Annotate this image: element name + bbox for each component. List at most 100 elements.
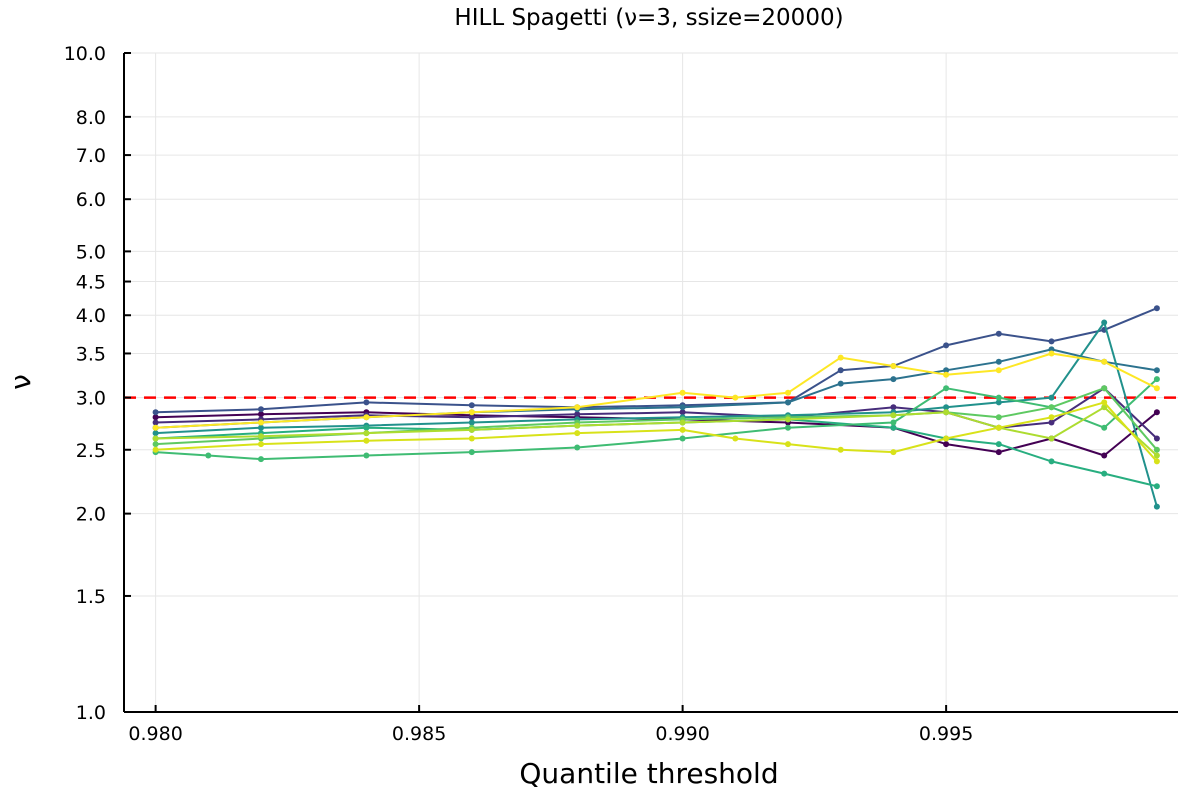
data-point bbox=[1101, 358, 1108, 365]
x-tick-label: 0.990 bbox=[655, 723, 709, 745]
data-point bbox=[1153, 367, 1160, 374]
data-point bbox=[943, 404, 950, 411]
data-point bbox=[679, 419, 686, 426]
data-point bbox=[732, 435, 739, 442]
data-point bbox=[943, 441, 950, 448]
data-point bbox=[574, 444, 581, 451]
data-point bbox=[785, 389, 791, 396]
x-axis-label: Quantile threshold bbox=[519, 757, 778, 790]
data-point bbox=[1153, 458, 1160, 465]
data-point bbox=[468, 449, 475, 456]
data-point bbox=[468, 435, 475, 442]
series-line bbox=[155, 307, 1158, 414]
data-point bbox=[1048, 435, 1055, 442]
data-point bbox=[837, 446, 844, 453]
data-point bbox=[574, 430, 581, 437]
data-point bbox=[258, 433, 264, 440]
data-point bbox=[1048, 394, 1055, 401]
y-tick-label: 2.0 bbox=[76, 504, 106, 526]
data-point bbox=[943, 409, 950, 416]
data-point bbox=[152, 446, 159, 453]
data-point bbox=[679, 426, 686, 433]
x-tick-label: 0.985 bbox=[392, 723, 446, 745]
y-tick-label: 4.5 bbox=[76, 272, 106, 294]
y-tick-label: 6.0 bbox=[76, 189, 106, 211]
chart-title: HILL Spagetti (ν=3, ssize=20000) bbox=[454, 5, 843, 31]
data-point bbox=[1153, 409, 1160, 416]
y-axis-label: ν bbox=[4, 374, 37, 390]
data-point bbox=[1101, 470, 1108, 477]
data-point bbox=[890, 376, 897, 383]
data-point bbox=[363, 430, 370, 437]
data-point bbox=[258, 406, 264, 413]
data-point bbox=[363, 437, 370, 444]
data-point bbox=[468, 414, 475, 421]
data-point bbox=[1101, 424, 1108, 431]
data-point bbox=[995, 441, 1002, 448]
data-point bbox=[785, 441, 791, 448]
data-point bbox=[1048, 350, 1055, 357]
data-point bbox=[1048, 458, 1055, 465]
data-point bbox=[995, 358, 1002, 365]
data-point bbox=[943, 367, 950, 374]
data-point bbox=[995, 399, 1002, 406]
data-point bbox=[574, 411, 581, 418]
data-point bbox=[258, 424, 264, 431]
y-tick-label: 3.5 bbox=[76, 343, 106, 365]
data-point bbox=[890, 363, 897, 369]
y-tick-label: 2.5 bbox=[76, 440, 106, 462]
data-point bbox=[1153, 503, 1160, 510]
data-point bbox=[679, 389, 686, 396]
data-point bbox=[152, 435, 159, 442]
data-point bbox=[363, 424, 370, 431]
data-point bbox=[943, 371, 950, 378]
data-point bbox=[890, 424, 897, 431]
data-point bbox=[679, 409, 686, 416]
data-point bbox=[1048, 414, 1055, 421]
series-line bbox=[155, 401, 1158, 463]
series-line bbox=[155, 378, 1158, 461]
data-point bbox=[1153, 376, 1160, 383]
data-point bbox=[1048, 338, 1055, 345]
series-line bbox=[155, 321, 1158, 507]
data-point bbox=[679, 435, 686, 442]
data-point bbox=[1153, 305, 1160, 312]
data-point bbox=[468, 409, 475, 416]
data-point bbox=[363, 414, 370, 421]
y-tick-label: 4.0 bbox=[76, 305, 106, 327]
data-point bbox=[258, 441, 264, 448]
data-point bbox=[363, 452, 370, 459]
axes: 0.980 0.985 0.990 0.995 1.0 1.5 2.0 2.5 3.0 3.5 4.… bbox=[64, 43, 1178, 745]
data-point bbox=[574, 404, 581, 411]
data-point bbox=[995, 414, 1002, 421]
grid bbox=[124, 52, 1178, 713]
data-point bbox=[890, 404, 897, 411]
data-point bbox=[152, 409, 159, 416]
data-point bbox=[995, 367, 1002, 374]
data-point bbox=[943, 435, 950, 442]
data-point bbox=[468, 426, 475, 433]
x-tick-label: 0.995 bbox=[919, 723, 973, 745]
y-tick-label: 8.0 bbox=[76, 107, 106, 129]
data-point bbox=[890, 419, 897, 426]
data-point bbox=[837, 367, 844, 374]
data-point bbox=[785, 424, 791, 431]
data-point bbox=[890, 449, 897, 456]
y-tick-label: 1.5 bbox=[76, 586, 106, 608]
data-point bbox=[574, 422, 581, 429]
data-point bbox=[837, 354, 844, 361]
data-point bbox=[258, 411, 264, 418]
data-point bbox=[943, 385, 950, 392]
data-point bbox=[468, 402, 475, 409]
data-point bbox=[1153, 446, 1160, 453]
data-point bbox=[1101, 385, 1108, 392]
y-tick-label: 5.0 bbox=[76, 241, 106, 263]
data-point bbox=[785, 399, 791, 406]
data-point bbox=[890, 412, 897, 419]
data-point bbox=[152, 441, 159, 448]
data-point bbox=[837, 380, 844, 387]
data-point bbox=[995, 424, 1002, 431]
data-point bbox=[363, 399, 370, 406]
